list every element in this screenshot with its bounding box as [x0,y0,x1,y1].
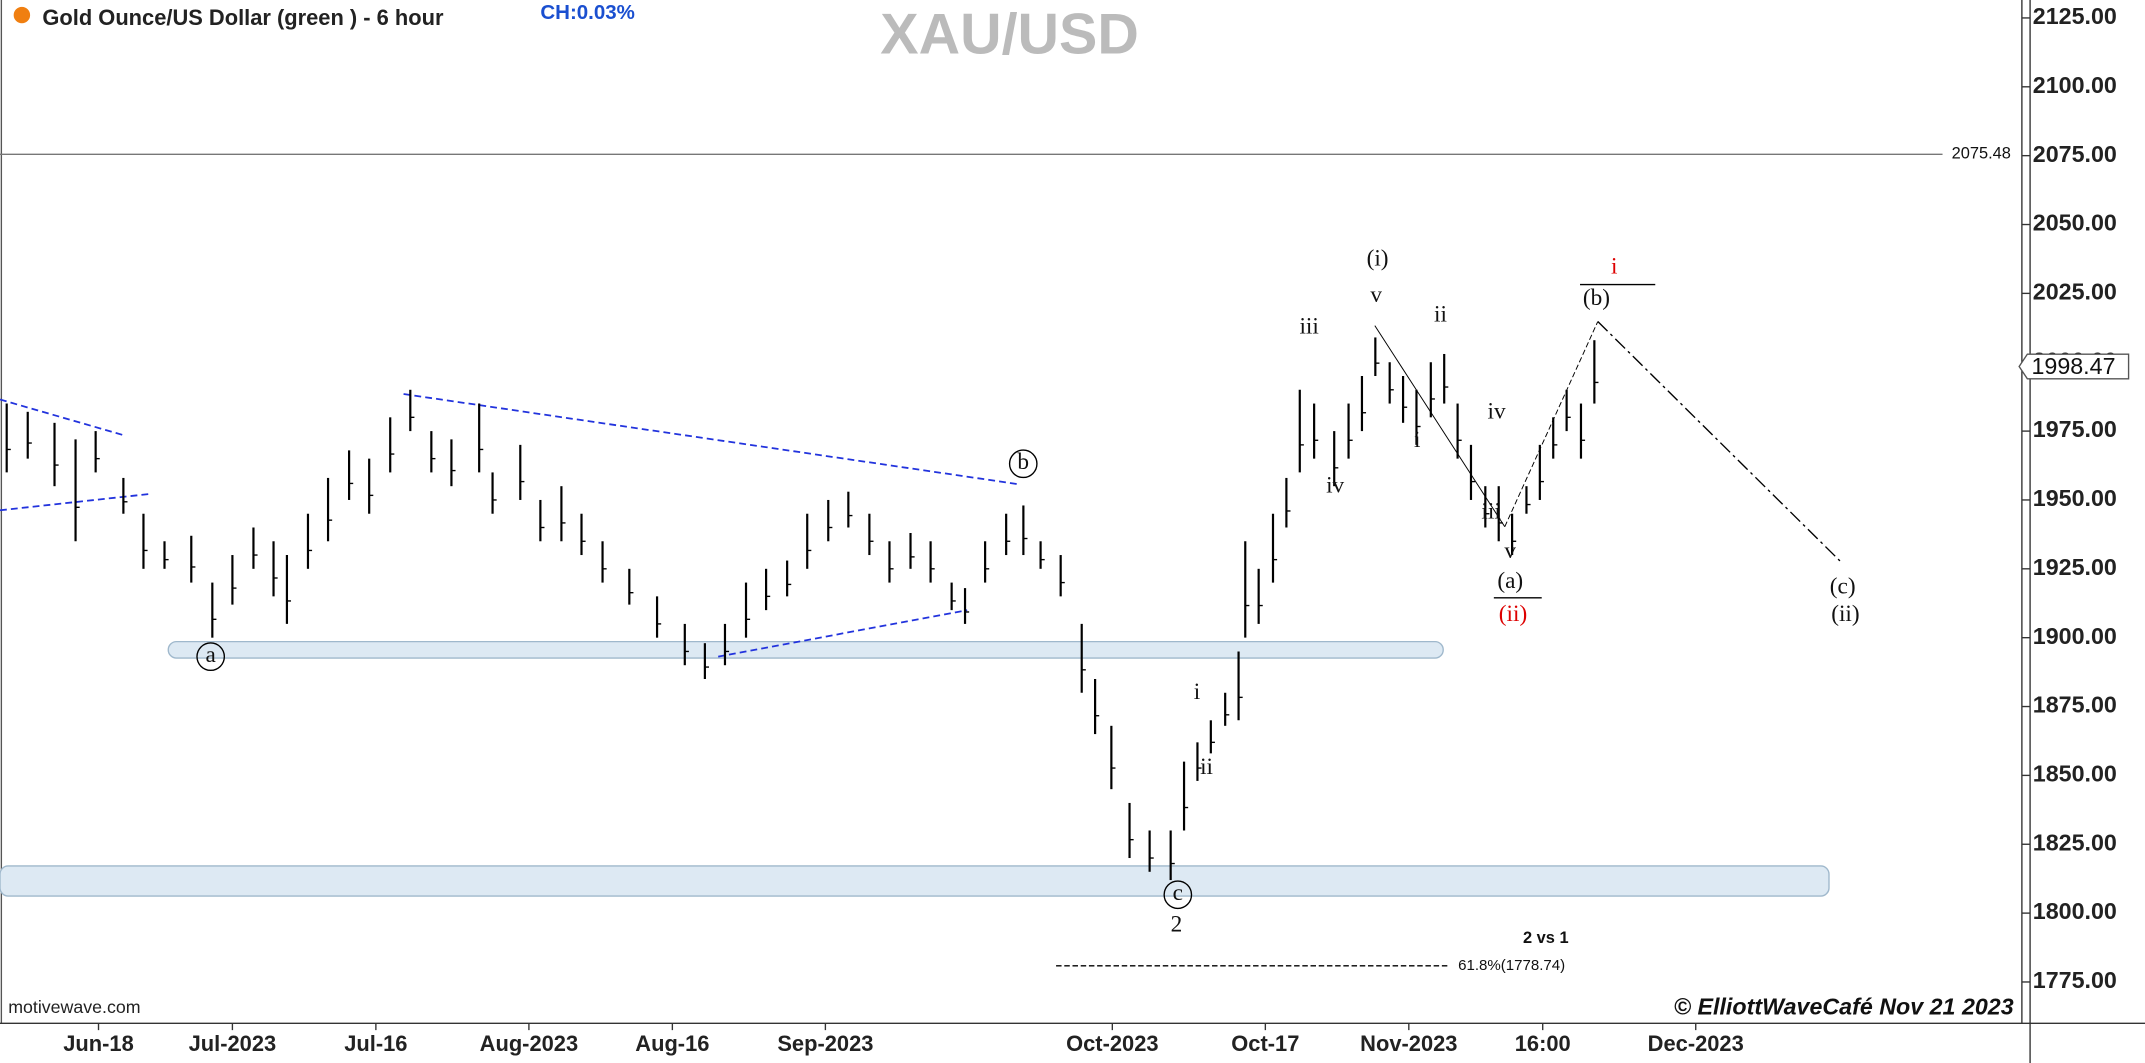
wave-label: v [1370,282,1382,308]
y-tick-label: 2050.00 [2033,210,2117,236]
wave-label: iv [1488,398,1506,424]
last-price-box [2018,353,2130,380]
wave-lines [196,283,1841,967]
wave-label: (c) [1830,574,1856,600]
wave-label: v [1504,538,1516,564]
support-zone [0,865,1830,897]
y-tick-label: 2125.00 [2033,3,2117,29]
wave-label: i [1414,427,1421,453]
wave-label: b [1017,449,1029,475]
y-tick-label: 1975.00 [2033,416,2117,442]
x-tick-label: Nov-2023 [1360,1031,1457,1056]
source: motivewave.com [8,997,140,1017]
x-tick-label: 16:00 [1515,1031,1571,1056]
y-tick-label: 1950.00 [2033,485,2117,511]
y-tick-label: 1900.00 [2033,623,2117,649]
y-tick-label: 2025.00 [2033,279,2117,305]
wave-label: ii [1434,301,1447,327]
reference-label: 2075.48 [1952,145,2011,163]
wave-label: (a) [1497,568,1523,594]
watermark: XAU/USD [880,3,1139,67]
wave-label: i [1611,253,1618,279]
wave-label: 2 [1171,911,1183,937]
wave-label: (ii) [1499,601,1527,627]
status-dot [13,6,31,24]
y-tick-label: 1775.00 [2033,967,2117,993]
wave-label: (b) [1583,285,1610,311]
wave-label: iii [1481,498,1501,524]
wave-label: a [206,642,216,668]
support-zone [167,640,1444,659]
x-tick-label: Dec-2023 [1648,1031,1744,1056]
change: CH:0.03% [540,1,635,24]
credit: © ElliottWaveCafé Nov 21 2023 [1674,993,2014,1019]
x-tick-label: Oct-17 [1231,1031,1299,1056]
wave-label: ii [1200,754,1213,780]
x-tick-label: Sep-2023 [777,1031,873,1056]
wave-label: 61.8%(1778.74) [1458,957,1565,974]
y-tick-label: 1825.00 [2033,829,2117,855]
wave-label: 2 vs 1 [1523,929,1569,947]
wave-label: c [1173,880,1183,906]
y-tick-label: 1875.00 [2033,692,2117,718]
trendlines [0,393,1020,658]
x-tick-label: Aug-2023 [480,1031,578,1056]
chart-title: Gold Ounce/US Dollar (green ) - 6 hour [42,5,444,30]
y-tick-label: 1800.00 [2033,898,2117,924]
y-tick-label: 1850.00 [2033,761,2117,787]
y-tick-label: 1925.00 [2033,554,2117,580]
y-tick-label: 2075.00 [2033,141,2117,167]
x-tick-label: Jun-18 [63,1031,134,1056]
wave-label: (ii) [1831,601,1859,627]
x-tick-label: Aug-16 [635,1031,709,1056]
y-tick-label: 2100.00 [2033,72,2117,98]
wave-label: iv [1326,472,1344,498]
wave-label: (i) [1367,245,1389,271]
last-price-label: 1998.47 [2031,353,2115,379]
x-tick-label: Jul-16 [344,1031,407,1056]
wave-label: iii [1299,314,1319,340]
x-tick-label: Oct-2023 [1066,1031,1158,1056]
wave-label: i [1194,679,1201,705]
x-tick-label: Jul-2023 [189,1031,277,1056]
